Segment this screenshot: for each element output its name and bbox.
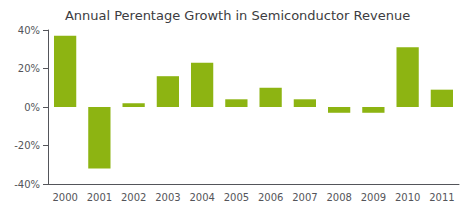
svg-text:-40%: -40% (14, 179, 40, 190)
svg-text:2001: 2001 (87, 192, 112, 203)
svg-text:0%: 0% (24, 102, 40, 113)
svg-text:2005: 2005 (224, 192, 249, 203)
svg-text:-20%: -20% (14, 140, 40, 151)
svg-text:40%: 40% (18, 25, 40, 36)
svg-text:2000: 2000 (52, 192, 77, 203)
svg-text:2010: 2010 (395, 192, 420, 203)
svg-text:2011: 2011 (429, 192, 454, 203)
svg-text:2006: 2006 (258, 192, 283, 203)
svg-text:2002: 2002 (121, 192, 146, 203)
svg-text:2007: 2007 (292, 192, 317, 203)
svg-text:2003: 2003 (155, 192, 180, 203)
svg-text:20%: 20% (18, 63, 40, 74)
svg-text:2008: 2008 (326, 192, 351, 203)
svg-text:2004: 2004 (189, 192, 214, 203)
svg-text:2009: 2009 (361, 192, 386, 203)
svg-text:Annual Perentage Growth in Sem: Annual Perentage Growth in Semiconductor… (65, 8, 410, 23)
